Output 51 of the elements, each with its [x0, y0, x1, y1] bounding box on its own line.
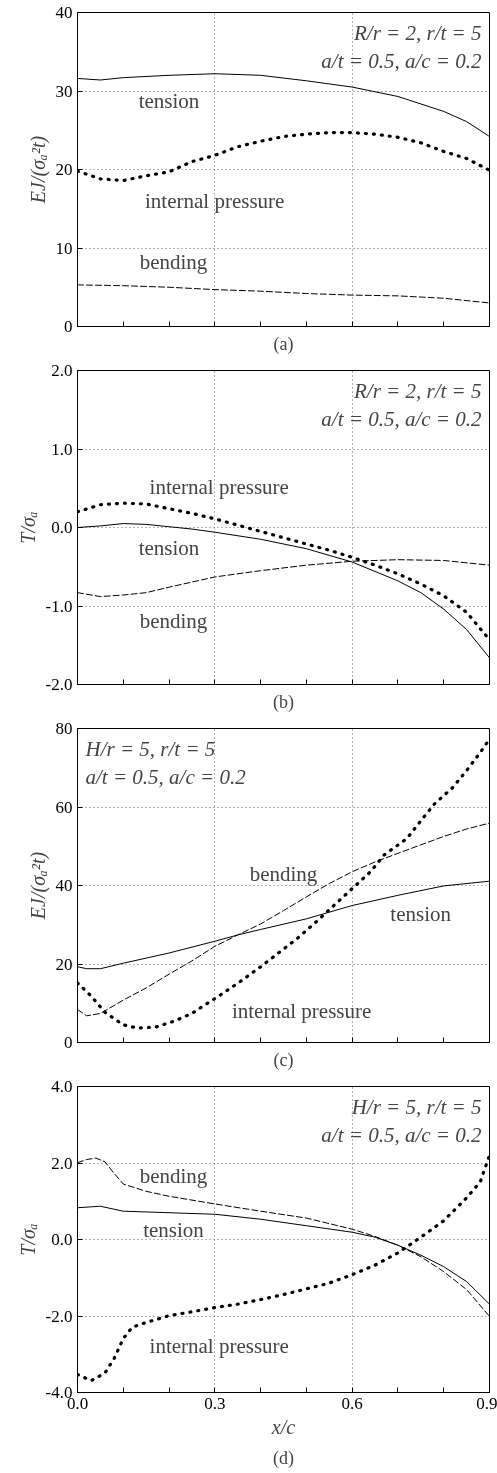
y-tick-label: 10 [55, 238, 73, 258]
series-label: internal pressure [149, 474, 289, 499]
annotation: a/t = 0.5, a/c = 0.2 [85, 764, 247, 789]
series-label: bending [139, 608, 208, 633]
y-tick-label: 0.0 [51, 518, 73, 537]
annotation: a/t = 0.5, a/c = 0.2 [321, 406, 482, 431]
y-tick-label: 20 [55, 160, 73, 179]
series-label: internal pressure [149, 1333, 289, 1358]
text: (b) [273, 691, 295, 713]
y-tick-label: 0 [64, 1033, 73, 1052]
y-tick-label: 60 [55, 797, 73, 817]
series-label: tension [138, 89, 200, 114]
y-tick-label: -2.0 [45, 1306, 73, 1326]
series-label: internal pressure [145, 188, 285, 213]
annotation: H/r = 5, r/t = 5 [84, 736, 216, 761]
y-tick-label: 2.0 [51, 1153, 73, 1173]
annotation: a/t = 0.5, a/c = 0.2 [321, 1122, 482, 1147]
annotation: H/r = 5, r/t = 5 [350, 1094, 482, 1119]
y-tick-label: 0.0 [51, 1230, 73, 1249]
y-tick-label: -2.0 [45, 675, 73, 694]
series-label: bending [139, 250, 208, 275]
y-tick-label: 4.0 [51, 1077, 73, 1096]
annotation: R/r = 2, r/t = 5 [352, 20, 482, 45]
y-tick-label: 0 [64, 317, 73, 336]
x-axis-title: x/c [270, 1415, 296, 1438]
y-tick-label: 2.0 [51, 361, 73, 380]
series-label: bending [249, 861, 318, 886]
text: (c) [273, 1049, 294, 1071]
y-tick-label: 20 [55, 954, 73, 974]
y-tick-label: 40 [55, 876, 73, 895]
y-tick-label: 30 [55, 81, 73, 101]
x-tick-label: 0.3 [204, 1393, 226, 1413]
y-tick-label: 80 [55, 719, 73, 738]
annotation: a/t = 0.5, a/c = 0.2 [321, 48, 482, 73]
series-label: bending [139, 1163, 208, 1188]
series-label: tension [390, 901, 452, 926]
series-label: tension [143, 1217, 205, 1242]
y-tick-label: 1.0 [51, 439, 73, 459]
text: (a) [273, 333, 294, 355]
y-axis-title: T/σₐ [16, 1223, 39, 1256]
y-axis-title: T/σₐ [16, 511, 39, 544]
y-axis-title: EJ/(σₐ²t) [26, 135, 50, 205]
series-label: internal pressure [231, 999, 372, 1024]
y-tick-label: -1.0 [45, 596, 73, 616]
annotation: R/r = 2, r/t = 5 [352, 378, 482, 403]
y-tick-label: 40 [55, 3, 73, 22]
series-label: tension [138, 535, 200, 560]
text: (d) [273, 1447, 295, 1469]
x-tick-label: 0.6 [341, 1393, 363, 1413]
x-tick-label: 0.9 [476, 1393, 497, 1413]
y-axis-title: EJ/(σₐ²t) [26, 851, 50, 921]
